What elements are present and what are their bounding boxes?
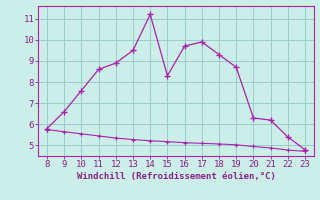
X-axis label: Windchill (Refroidissement éolien,°C): Windchill (Refroidissement éolien,°C) (76, 172, 276, 181)
